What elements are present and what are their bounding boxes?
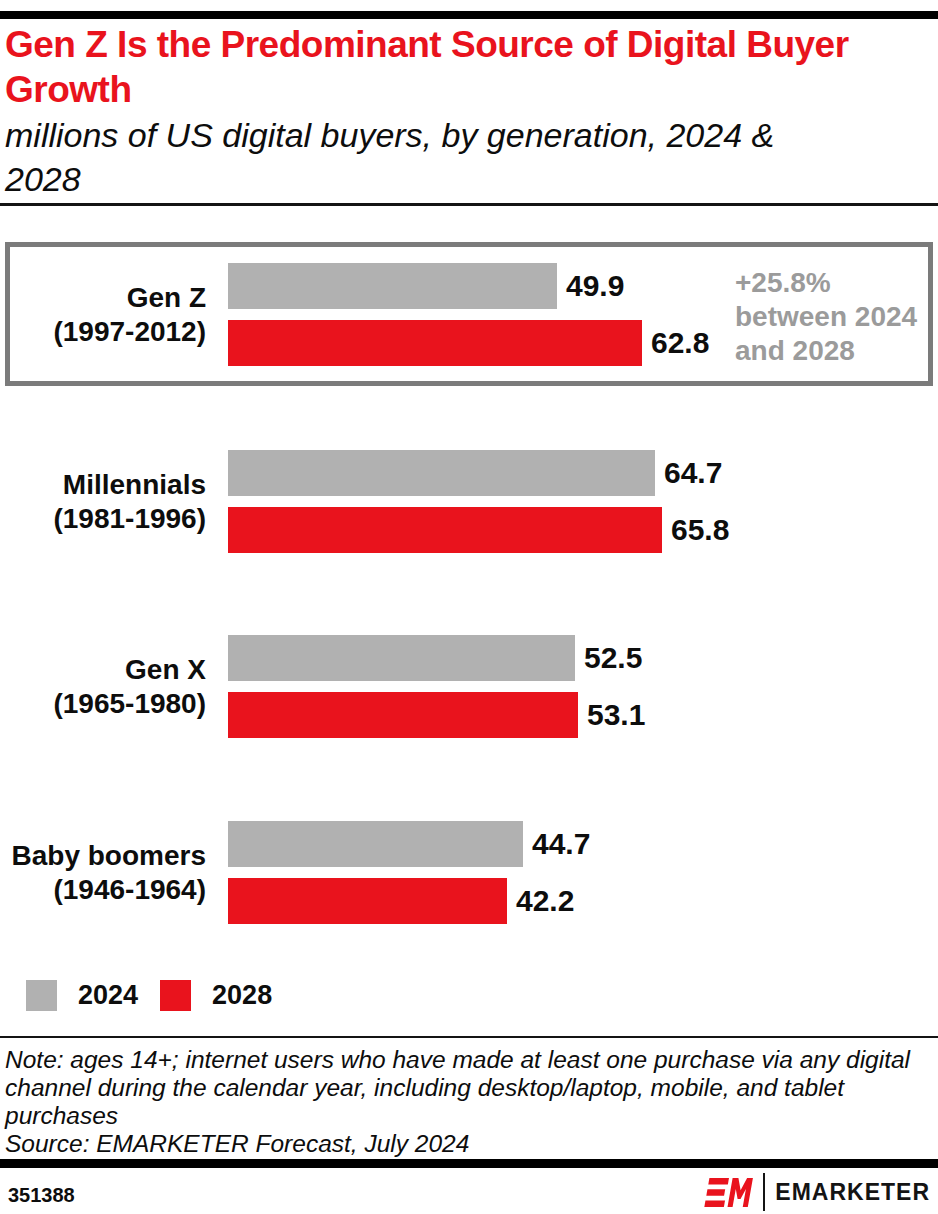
category-label: Gen Z (1997-2012) [0, 263, 206, 366]
logo-wordmark: EMARKETER [775, 1179, 930, 1206]
page-title: Gen Z Is the Predominant Source of Digit… [5, 22, 935, 112]
page-subtitle: millions of US digital buyers, by genera… [5, 113, 935, 201]
chart-id: 351388 [8, 1184, 75, 1207]
legend-swatch-2024 [26, 980, 57, 1011]
bar-pair: 49.9 62.8 [228, 263, 709, 377]
bar-pair: 44.7 42.2 [228, 821, 590, 935]
note-line1: Note: ages 14+; internet users who have … [5, 1046, 910, 1073]
bar-row-2024: 44.7 [228, 821, 590, 867]
bar-value-2024: 49.9 [566, 269, 624, 303]
bar-pair: 64.7 65.8 [228, 450, 729, 564]
note-line2: channel during the calendar year, includ… [5, 1074, 844, 1101]
bar-value-2024: 64.7 [664, 456, 722, 490]
category-name: Baby boomers [0, 839, 206, 873]
source-text: Source: EMARKETER Forecast, July 2024 [5, 1130, 920, 1158]
bar-row-2024: 52.5 [228, 635, 645, 681]
chart-group: Baby boomers (1946-1964) 44.7 42.2 [0, 821, 938, 924]
bar-2028 [228, 692, 578, 738]
bar-value-2028: 53.1 [587, 698, 645, 732]
legend: 2024 2028 [26, 980, 272, 1011]
category-label: Gen X (1965-1980) [0, 635, 206, 738]
category-years: (1965-1980) [0, 687, 206, 721]
emarketer-logo: EMARKETER [704, 1172, 930, 1212]
bar-2024 [228, 821, 523, 867]
bar-value-2028: 62.8 [651, 326, 709, 360]
bar-value-2028: 65.8 [671, 513, 729, 547]
category-years: (1997-2012) [0, 315, 206, 349]
page-subtitle-line2: 2028 [5, 157, 935, 201]
bar-row-2024: 49.9 [228, 263, 709, 309]
category-name: Gen Z [0, 281, 206, 315]
legend-label-2024: 2024 [78, 980, 138, 1011]
page-title-line2: Growth [5, 67, 935, 112]
legend-swatch-2028 [160, 980, 191, 1011]
bar-2024 [228, 450, 655, 496]
bar-row-2028: 62.8 [228, 320, 709, 366]
bar-chart: +25.8%between 2024and 2028 2024 2028 Gen… [0, 205, 938, 1036]
page-subtitle-line1: millions of US digital buyers, by genera… [5, 113, 935, 157]
bar-row-2028: 53.1 [228, 692, 645, 738]
chart-group: Gen Z (1997-2012) 49.9 62.8 [0, 263, 938, 366]
note-text: Note: ages 14+; internet users who have … [5, 1046, 920, 1130]
bar-2024 [228, 635, 575, 681]
infographic: Gen Z Is the Predominant Source of Digit… [0, 0, 938, 1214]
category-label: Baby boomers (1946-1964) [0, 821, 206, 924]
em-monogram-icon [704, 1178, 754, 1207]
bar-2028 [228, 320, 642, 366]
bar-value-2024: 52.5 [584, 641, 642, 675]
bar-value-2024: 44.7 [532, 827, 590, 861]
bar-2028 [228, 507, 662, 553]
category-name: Millennials [0, 468, 206, 502]
chart-group: Gen X (1965-1980) 52.5 53.1 [0, 635, 938, 738]
chart-group: Millennials (1981-1996) 64.7 65.8 [0, 450, 938, 553]
category-label: Millennials (1981-1996) [0, 450, 206, 553]
bar-row-2028: 65.8 [228, 507, 729, 553]
note-line3: purchases [5, 1102, 118, 1129]
bar-2024 [228, 263, 557, 309]
category-years: (1981-1996) [0, 502, 206, 536]
top-divider-bar [0, 11, 938, 19]
bar-row-2024: 64.7 [228, 450, 729, 496]
footer-divider-bar [0, 1159, 938, 1168]
note-divider [0, 1036, 938, 1038]
bar-row-2028: 42.2 [228, 878, 590, 924]
page-title-line1: Gen Z Is the Predominant Source of Digit… [5, 22, 935, 67]
legend-label-2028: 2028 [212, 980, 272, 1011]
bar-pair: 52.5 53.1 [228, 635, 645, 749]
bar-value-2028: 42.2 [516, 884, 574, 918]
category-name: Gen X [0, 653, 206, 687]
logo-divider [763, 1173, 765, 1211]
category-years: (1946-1964) [0, 873, 206, 907]
bar-2028 [228, 878, 507, 924]
